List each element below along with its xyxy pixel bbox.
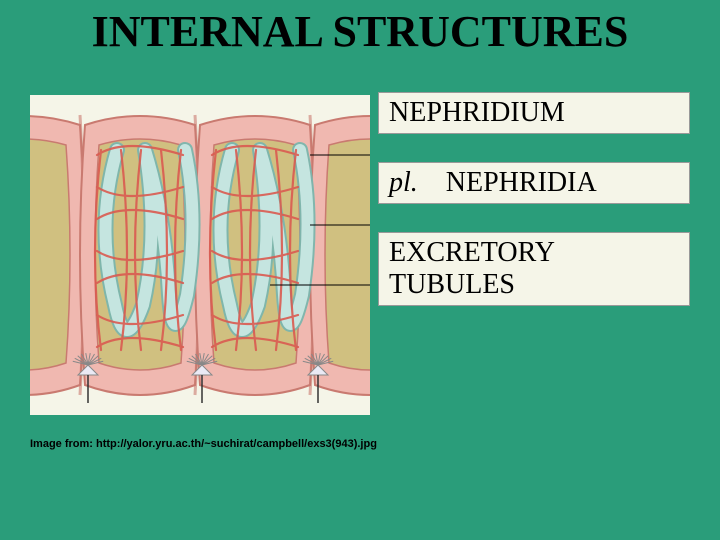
image-credit-text: Image from: http://yalor.yru.ac.th/~such… (30, 438, 377, 450)
title-text: INTERNAL STRUCTURES (92, 7, 629, 56)
label-plural-prefix: pl. (389, 167, 418, 198)
label-nephridium-text: NEPHRIDIUM (389, 97, 565, 128)
label-tubules: EXCRETORY TUBULES (378, 232, 690, 306)
label-plural: pl. NEPHRIDIA (378, 162, 690, 204)
label-nephridium: NEPHRIDIUM (378, 92, 690, 134)
image-credit: Image from: http://yalor.yru.ac.th/~such… (30, 438, 377, 450)
nephridium-diagram (30, 95, 370, 415)
page-title: INTERNAL STRUCTURES (0, 6, 720, 57)
label-plural-word: NEPHRIDIA (446, 167, 597, 198)
spacer (425, 167, 439, 198)
label-tubules-line1: EXCRETORY (389, 237, 555, 268)
label-tubules-line2: TUBULES (389, 269, 515, 300)
